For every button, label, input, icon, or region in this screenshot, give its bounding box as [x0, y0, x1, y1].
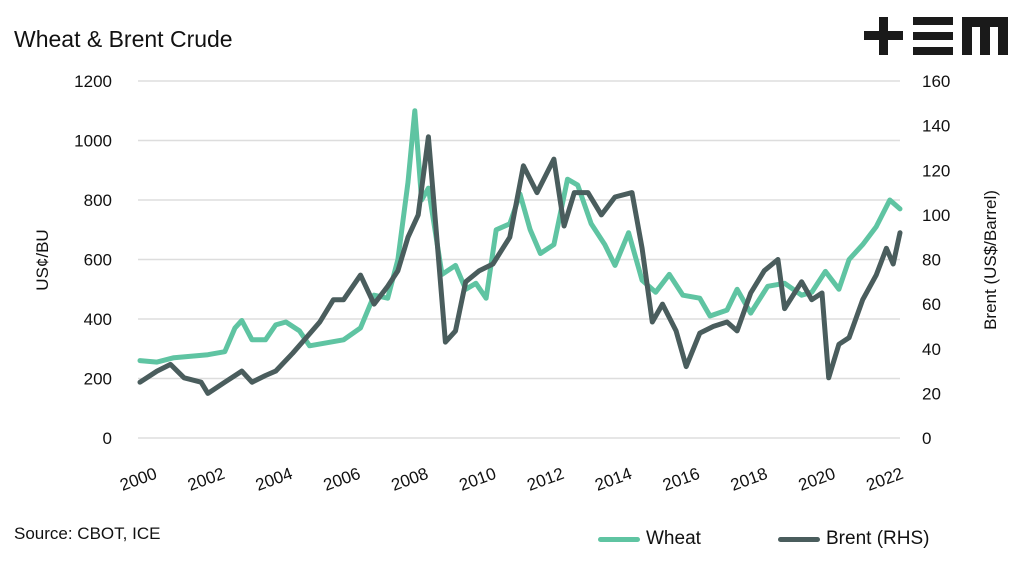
y2-tick-label: 100: [922, 206, 950, 225]
y-tick-label: 1000: [74, 132, 112, 151]
y2-tick-label: 60: [922, 295, 941, 314]
source-note: Source: CBOT, ICE: [14, 524, 161, 543]
chart-title: Wheat & Brent Crude: [14, 26, 233, 52]
y-tick-label: 0: [103, 429, 112, 448]
series-line-wheat: [137, 108, 903, 365]
x-tick-label: 2008: [389, 464, 431, 495]
x-tick-label: 2020: [796, 464, 838, 495]
y2-tick-label: 160: [922, 72, 950, 91]
y-tick-label: 600: [84, 251, 112, 270]
y2-tick-label: 120: [922, 161, 950, 180]
x-tick-label: 2010: [457, 464, 499, 495]
x-tick-label: 2018: [728, 464, 770, 495]
x-tick-label: 2016: [660, 464, 702, 495]
legend-label-brent: Brent (RHS): [826, 528, 930, 549]
y-tick-label: 800: [84, 191, 112, 210]
x-tick-label: 2014: [592, 464, 634, 495]
y-tick-label: 200: [84, 370, 112, 389]
series-line-brent: [137, 134, 903, 396]
y-tick-label: 1200: [74, 72, 112, 91]
x-tick-label: 2006: [321, 464, 363, 495]
x-tick-label: 2002: [185, 464, 227, 495]
legend-label-wheat: Wheat: [646, 528, 701, 549]
x-tick-label: 2000: [117, 464, 159, 495]
y-axis-label: US¢/BU: [33, 229, 52, 290]
legend-swatch-brent: [778, 536, 820, 542]
y2-tick-label: 20: [922, 384, 941, 403]
y-tick-label: 400: [84, 310, 112, 329]
y2-axis-label: Brent (US$/Barrel): [981, 190, 1000, 330]
y2-tick-label: 0: [922, 429, 931, 448]
x-tick-label: 2004: [253, 464, 295, 495]
x-tick-label: 2012: [524, 464, 566, 495]
y2-tick-label: 140: [922, 117, 950, 136]
legend-wheat: Wheat: [598, 528, 701, 550]
y2-tick-label: 40: [922, 340, 941, 359]
x-tick-label: 2022: [864, 464, 906, 495]
legend-swatch-wheat: [598, 536, 640, 542]
legend-brent: Brent (RHS): [778, 528, 929, 550]
y2-tick-label: 80: [922, 251, 941, 270]
